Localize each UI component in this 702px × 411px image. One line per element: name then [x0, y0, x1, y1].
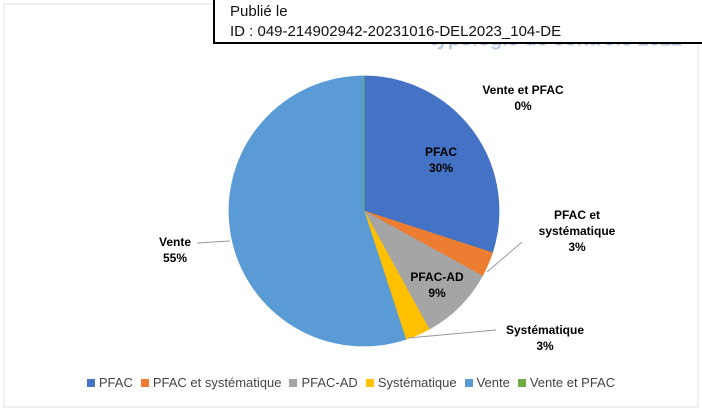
legend-label: PFAC et systématique — [152, 375, 282, 390]
label-value: 3% — [536, 339, 554, 353]
label-value: 30% — [428, 161, 454, 175]
legend-swatch — [365, 378, 374, 387]
stamp: Publié le ID : 049-214902942-20231016-DE… — [213, 0, 702, 44]
label-value: 0% — [514, 99, 532, 113]
legend-item: Systématique — [365, 375, 457, 390]
legend-item: PFAC — [86, 375, 133, 390]
data-label: PFAC 30% — [411, 144, 471, 176]
legend-label: Vente et PFAC — [529, 375, 616, 390]
pie-slice — [363, 75, 500, 254]
stamp-line: ID : 049-214902942-20231016-DEL2023_104-… — [230, 23, 562, 40]
leader-line — [407, 329, 497, 339]
data-label: PFAC et systématique 3% — [527, 207, 627, 255]
legend: PFAC PFAC et systématique PFAC-AD Systémati… — [0, 375, 702, 390]
label-name: Vente — [158, 235, 191, 249]
legend-label: PFAC-AD — [301, 375, 358, 390]
label-name: PFAC et systématique — [538, 208, 616, 238]
stamp-line: Publié le — [230, 3, 288, 20]
legend-label: Vente — [476, 375, 510, 390]
legend-item: Vente — [464, 375, 510, 390]
legend-label: PFAC — [98, 375, 133, 390]
label-value: 55% — [162, 251, 188, 265]
leader-line — [486, 241, 523, 273]
legend-swatch — [517, 378, 526, 387]
legend-label: Systématique — [377, 375, 457, 390]
legend-swatch — [464, 378, 473, 387]
legend-swatch — [86, 378, 95, 387]
legend-item: PFAC et systématique — [140, 375, 282, 390]
data-label: Vente 55% — [145, 234, 205, 266]
legend-swatch — [140, 378, 149, 387]
legend-item: Vente et PFAC — [517, 375, 616, 390]
label-value: 9% — [428, 286, 446, 300]
pie-slice — [228, 75, 407, 347]
data-label: PFAC-AD 9% — [397, 269, 477, 301]
label-value: 3% — [568, 240, 586, 254]
leader-line — [196, 240, 231, 244]
label-name: Vente et PFAC — [482, 83, 564, 97]
legend-swatch — [289, 378, 298, 387]
data-label: Systématique 3% — [495, 322, 595, 354]
label-name: Systématique — [505, 323, 585, 337]
data-label: Vente et PFAC 0% — [463, 82, 583, 114]
label-name: PFAC — [424, 145, 457, 159]
label-name: PFAC-AD — [410, 270, 464, 284]
legend-item: PFAC-AD — [289, 375, 358, 390]
